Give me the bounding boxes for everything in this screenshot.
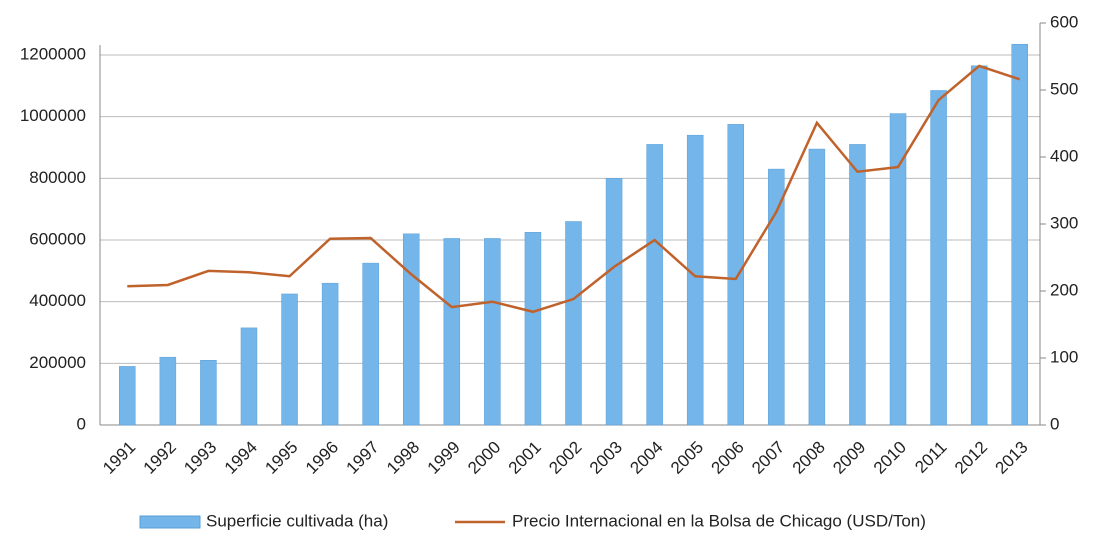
y2-tick-label: 300: [1050, 213, 1078, 232]
bar: [849, 144, 866, 426]
bar: [930, 90, 947, 426]
legend-label: Superficie cultivada (ha): [206, 511, 388, 530]
y2-tick-label: 100: [1050, 347, 1078, 366]
bar: [524, 232, 542, 426]
x-tick-label: 2011: [911, 438, 950, 477]
y-tick-label: 800000: [29, 168, 86, 187]
bar: [484, 238, 501, 426]
bar: [970, 65, 988, 426]
bar: [605, 178, 623, 426]
x-tick-label: 2007: [748, 438, 788, 478]
x-tick-label: 2010: [870, 438, 910, 478]
x-tick-label: 1995: [261, 438, 301, 478]
y-tick-label: 600000: [29, 229, 86, 248]
y2-tick-label: 500: [1050, 79, 1078, 98]
bar: [443, 238, 461, 426]
x-tick-label: 2000: [464, 438, 504, 478]
y-tick-label: 200000: [29, 353, 86, 372]
y-tick-label: 1200000: [20, 44, 86, 63]
bar: [281, 293, 298, 426]
bar: [1011, 43, 1028, 426]
y2-tick-label: 0: [1050, 414, 1059, 433]
x-tick-label: 1993: [180, 438, 220, 478]
x-tick-label: 2003: [586, 438, 626, 478]
bar: [768, 168, 785, 426]
bar: [686, 134, 704, 426]
x-tick-label: 2004: [626, 438, 666, 478]
y-tick-label: 0: [77, 414, 86, 433]
bar: [727, 124, 745, 426]
x-tick-label: 2001: [505, 438, 545, 478]
y2-tick-label: 200: [1050, 280, 1078, 299]
x-tick-label: 2013: [992, 438, 1032, 478]
x-tick-label: 2008: [789, 438, 829, 478]
line: [127, 64, 1021, 314]
x-tick-label: 1991: [99, 438, 139, 478]
x-tick-label: 1999: [424, 438, 464, 478]
bar: [402, 233, 420, 426]
bar: [321, 282, 339, 426]
x-tick-label: 2009: [829, 438, 869, 478]
bar: [240, 327, 258, 426]
y-tick-label: 1000000: [20, 106, 86, 125]
x-tick-label: 1994: [221, 438, 261, 478]
bar: [119, 366, 136, 426]
x-tick-label: 1998: [383, 438, 423, 478]
x-tick-label: 2006: [708, 438, 748, 478]
x-tick-label: 1992: [140, 438, 180, 478]
legend-swatch: [139, 515, 201, 529]
bar: [362, 262, 379, 426]
x-tick-label: 1996: [302, 438, 342, 478]
bar: [200, 360, 217, 426]
y2-tick-label: 600: [1050, 12, 1078, 31]
x-tick-label: 2012: [951, 438, 991, 478]
y2-tick-label: 400: [1050, 146, 1078, 165]
bar: [646, 144, 663, 426]
x-tick-label: 2005: [667, 438, 707, 478]
bar: [159, 356, 177, 426]
legend-label: Precio Internacional en la Bolsa de Chic…: [512, 511, 926, 530]
x-tick-label: 1997: [342, 438, 382, 478]
y-tick-label: 400000: [29, 291, 86, 310]
bar: [889, 113, 907, 426]
bar: [565, 221, 582, 426]
bar: [808, 148, 826, 426]
x-tick-label: 2002: [545, 438, 585, 478]
